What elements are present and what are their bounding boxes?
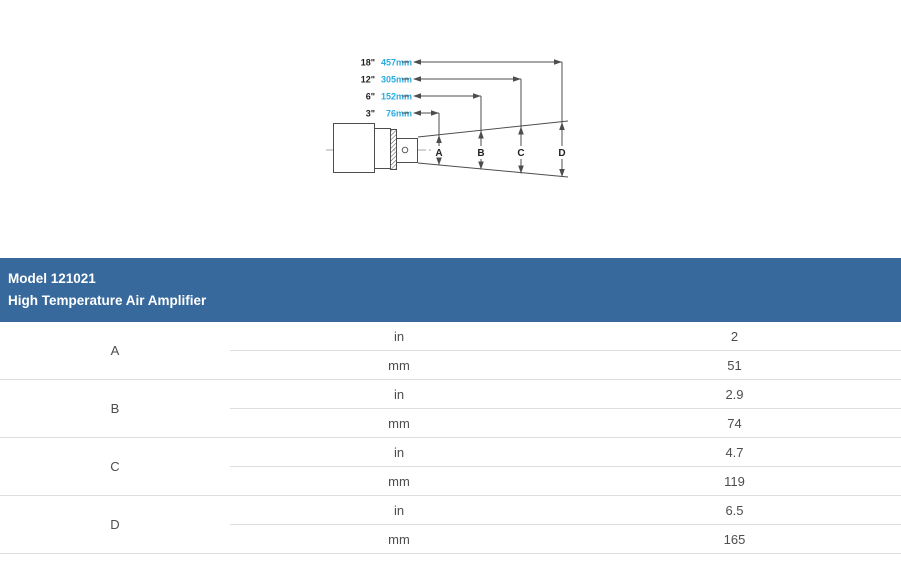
- unit-cell: mm: [230, 408, 568, 438]
- value-cell: 74: [568, 408, 901, 438]
- unit-cell: mm: [230, 350, 568, 380]
- unit-cell: mm: [230, 524, 568, 554]
- dimension-label-in: 12": [361, 75, 375, 85]
- value-cell: 6.5: [568, 495, 901, 525]
- cone-top-edge: [417, 120, 569, 138]
- model-spec-panel: Model 121021 High Temperature Air Amplif…: [0, 258, 901, 554]
- dimension-letter-cell: B: [0, 379, 230, 438]
- value-cell: 2.9: [568, 379, 901, 409]
- dimension-label-in: 3": [366, 109, 375, 119]
- dimension-letter-cell: D: [0, 495, 230, 554]
- model-title: High Temperature Air Amplifier: [8, 293, 207, 308]
- knurled-ring: [390, 129, 397, 170]
- dimension-letter: D: [558, 148, 565, 159]
- unit-cell: in: [230, 437, 568, 467]
- dimension-12in: 12" 305mm C: [361, 75, 525, 174]
- spec-header: Model 121021 High Temperature Air Amplif…: [0, 258, 901, 322]
- amplifier-body-outline: [326, 120, 569, 178]
- cone-bottom-edge: [417, 162, 569, 178]
- dimension-label-mm: 76mm: [386, 109, 412, 119]
- dimension-label-in: 18": [361, 58, 375, 68]
- dimension-6in: 6" 152mm B: [366, 92, 485, 170]
- dimension-letter: B: [477, 148, 484, 159]
- dimension-label-mm: 305mm: [381, 75, 412, 85]
- dimension-label-mm: 457mm: [381, 58, 412, 68]
- table-row: mm 74: [0, 408, 901, 438]
- value-cell: 165: [568, 524, 901, 554]
- air-inlet-port: [401, 146, 409, 154]
- dimension-letter: A: [435, 148, 442, 159]
- unit-cell: in: [230, 379, 568, 409]
- dimension-18in: 18" 457mm D: [361, 58, 566, 177]
- table-row: mm 119: [0, 466, 901, 496]
- dimension-letter: C: [517, 148, 524, 159]
- dimension-drawing: 18" 457mm D 12" 305mm C: [326, 58, 569, 178]
- dimension-3in: 3" 76mm A: [366, 109, 443, 165]
- air-amplifier-diagram: 18" 457mm D 12" 305mm C: [0, 0, 901, 258]
- body-main: [333, 123, 375, 173]
- value-cell: 2: [568, 322, 901, 351]
- value-cell: 4.7: [568, 437, 901, 467]
- table-row: mm 51: [0, 350, 901, 380]
- model-number: Model 121021: [8, 271, 96, 286]
- unit-cell: in: [230, 322, 568, 351]
- value-cell: 51: [568, 350, 901, 380]
- table-row: mm 165: [0, 524, 901, 554]
- dimension-letter-cell: C: [0, 437, 230, 496]
- unit-cell: in: [230, 495, 568, 525]
- dimension-label-in: 6": [366, 92, 375, 102]
- dimension-letter-cell: A: [0, 322, 230, 380]
- value-cell: 119: [568, 466, 901, 496]
- body-step: [374, 128, 391, 169]
- dimension-label-mm: 152mm: [381, 92, 412, 102]
- unit-cell: mm: [230, 466, 568, 496]
